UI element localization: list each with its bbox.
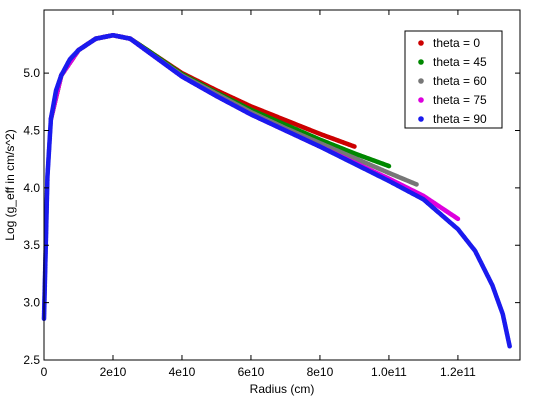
y-tick-label: 3.5: [23, 238, 40, 252]
y-tick-label: 5.0: [23, 66, 40, 80]
data-point: [414, 182, 419, 187]
plot-frame: [43, 9, 521, 361]
legend-marker: [418, 59, 424, 65]
x-axis-label: Radius (cm): [250, 382, 315, 396]
axis-ticks: 0 2e10 4e10 6e10 8e10 1.0e11 1.2e11 2.5 3.0 3.5 4.…: [23, 10, 520, 379]
legend-label: theta = 45: [433, 55, 487, 69]
x-tick-label: 1.0e11: [371, 365, 407, 379]
x-tick-label: 4e10: [169, 365, 196, 379]
legend-marker: [418, 78, 424, 84]
x-tick-label: 2e10: [100, 365, 127, 379]
y-tick-label: 4.5: [23, 123, 40, 137]
legend-label: theta = 0: [433, 36, 480, 50]
y-tick-label: 4.0: [23, 181, 40, 195]
x-tick-label: 0: [41, 365, 48, 379]
series-points: [41, 32, 512, 349]
y-axis-label: Log (g_eff in cm/s^2): [3, 129, 17, 240]
legend-items: theta = 0 theta = 45 theta = 60 theta = 75 t…: [418, 36, 487, 126]
legend-label: theta = 60: [433, 74, 487, 88]
data-point: [386, 163, 392, 169]
legend-label: theta = 90: [433, 112, 487, 126]
data-point: [455, 216, 461, 222]
y-tick-label: 3.0: [23, 296, 40, 310]
x-tick-label: 8e10: [307, 365, 334, 379]
data-points: [41, 32, 512, 349]
x-tick-label: 1.2e11: [440, 365, 476, 379]
data-point: [507, 343, 512, 349]
legend-marker: [418, 116, 424, 122]
x-tick-label: 6e10: [238, 365, 265, 379]
legend: theta = 0 theta = 45 theta = 60 theta = 75 t…: [404, 30, 503, 129]
legend-label: theta = 75: [433, 93, 487, 107]
y-tick-label: 2.5: [23, 353, 40, 367]
data-point: [352, 144, 357, 149]
legend-marker: [418, 97, 424, 103]
legend-marker: [418, 40, 424, 46]
